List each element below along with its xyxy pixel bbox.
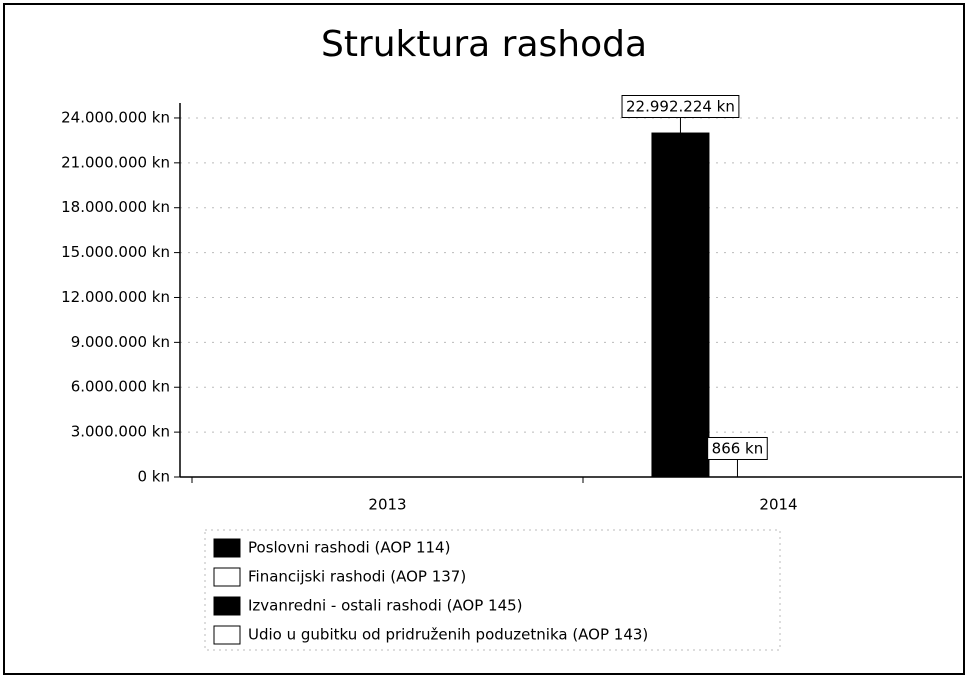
y-tick-label: 24.000.000 kn — [61, 108, 170, 126]
y-tick-label: 21.000.000 kn — [61, 153, 170, 171]
legend-label: Izvanredni - ostali rashodi (AOP 145) — [248, 597, 523, 615]
y-tick-label: 18.000.000 kn — [61, 198, 170, 216]
label-box — [621, 95, 740, 118]
frame — [3, 3, 965, 675]
legend-swatch — [213, 538, 241, 558]
y-tick-label: 3.000.000 kn — [71, 423, 170, 441]
bar — [651, 132, 710, 478]
x-tick-label: 2014 — [759, 496, 797, 514]
data-label: 866 kn — [712, 439, 764, 457]
legend-swatch — [213, 625, 241, 645]
y-tick-label: 9.000.000 kn — [71, 333, 170, 351]
data-label: 22.992.224 kn — [626, 98, 735, 116]
legend-swatch — [213, 567, 241, 587]
legend-label: Poslovni rashodi (AOP 114) — [248, 539, 450, 557]
legend-label: Financijski rashodi (AOP 137) — [248, 568, 466, 586]
y-tick-label: 12.000.000 kn — [61, 288, 170, 306]
y-tick-label: 0 kn — [137, 468, 170, 486]
chart-title: Struktura rashoda — [321, 24, 647, 65]
x-tick-label: 2013 — [368, 496, 406, 514]
y-tick-label: 15.000.000 kn — [61, 243, 170, 261]
legend-swatch — [213, 596, 241, 616]
legend-label: Udio u gubitku od pridruženih poduzetnik… — [248, 626, 648, 644]
y-tick-label: 6.000.000 kn — [71, 378, 170, 396]
label-box — [707, 436, 768, 460]
